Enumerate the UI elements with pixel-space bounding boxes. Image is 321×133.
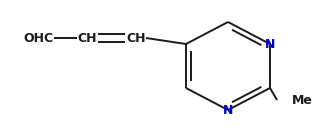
Text: CH: CH bbox=[77, 32, 97, 45]
Text: OHC: OHC bbox=[23, 32, 53, 45]
Text: CH: CH bbox=[126, 32, 146, 45]
Text: N: N bbox=[223, 103, 233, 117]
Text: Me: Me bbox=[292, 93, 313, 107]
Text: N: N bbox=[265, 38, 275, 51]
